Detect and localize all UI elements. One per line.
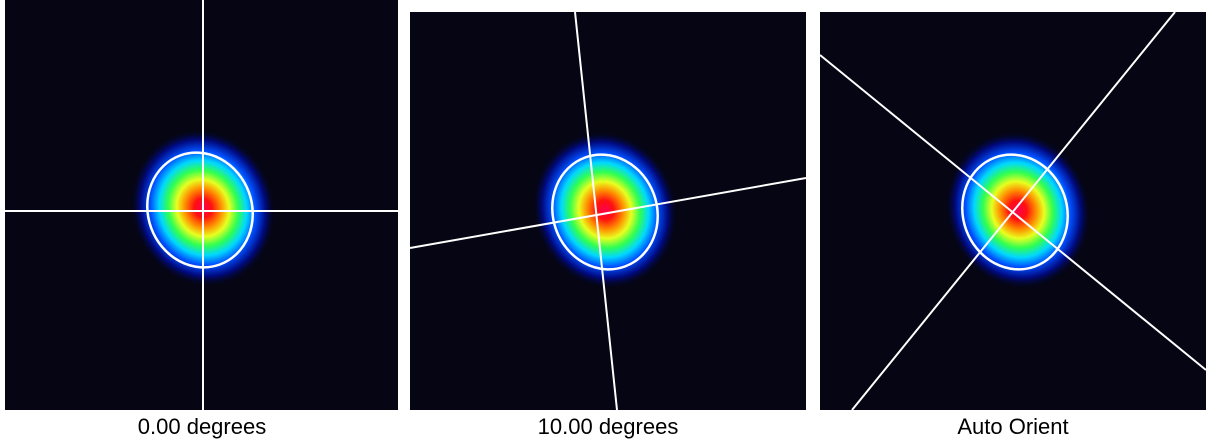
panel-1 [5,0,398,410]
panel-2 [409,11,807,411]
caption: 10.00 degrees [537,414,679,439]
panel-3 [819,11,1206,411]
caption: 0.00 degrees [137,414,267,439]
beam-figure [5,0,1206,411]
caption: Auto Orient [957,414,1069,439]
